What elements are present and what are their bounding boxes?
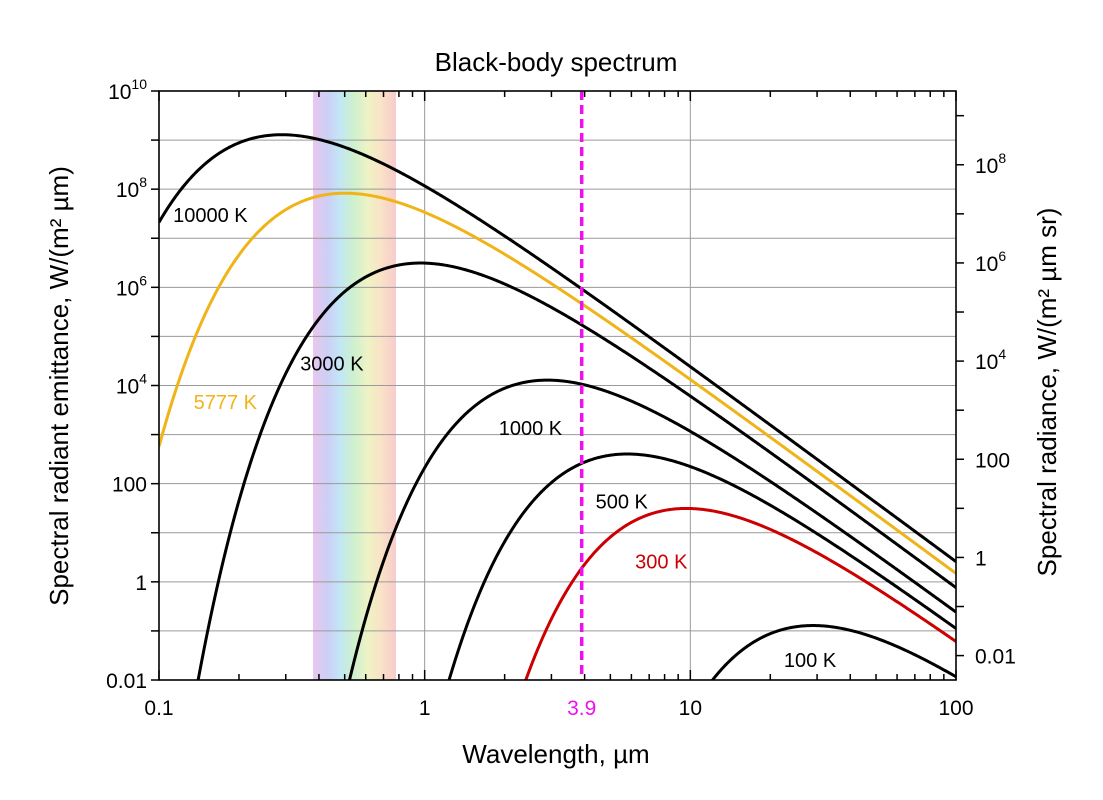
y-tick-label: 1010 (108, 76, 147, 104)
curve-label-100k: 100 K (784, 650, 837, 672)
curve-label-3000k: 3000 K (300, 354, 364, 376)
curve-label-10000k: 10000 K (173, 205, 248, 227)
y-tick-label: 100 (112, 474, 147, 497)
curve-3000k (196, 261, 956, 680)
y-tick-label: 1 (135, 572, 147, 595)
y2-axis-title: Spectral radiance, W/(m² µm sr) (1032, 208, 1062, 577)
curve-5777k (159, 191, 956, 575)
y-tick-label: 106 (116, 272, 147, 300)
spectrum-curves (159, 133, 956, 680)
axis-ticks (151, 90, 964, 681)
curve-1000k (347, 378, 956, 680)
curve-10000k (159, 133, 956, 563)
y-tick-label: 108 (116, 174, 147, 202)
y2-tick-label: 104 (975, 346, 1006, 374)
y2-tick-label: 100 (975, 449, 1010, 472)
y-tick-label: 0.01 (106, 670, 147, 693)
y-axis-title: Spectral radiant emittance, W/(m² µm) (44, 166, 74, 606)
x-axis-title: Wavelength, µm (462, 739, 649, 769)
axis-tick-labels: 0.1 1 10 100 0.01 1 100 104 106 108 1010 0.01 1 100 10… (106, 76, 1016, 720)
x-tick-label: 1 (419, 697, 431, 720)
x-tick-label: 100 (938, 697, 973, 720)
y-tick-label: 104 (116, 371, 147, 399)
wavelength-marker-group: 3.9 (567, 91, 596, 720)
y2-tick-label: 108 (975, 150, 1006, 178)
curve-label-1000k: 1000 K (499, 418, 563, 440)
y2-tick-label: 1 (975, 547, 987, 570)
curve-500k (447, 452, 956, 680)
y2-tick-label: 0.01 (975, 646, 1016, 669)
curve-300k (524, 506, 956, 680)
curve-labels: 10000 K 5777 K 3000 K 1000 K 500 K 300 K 100 K (173, 205, 837, 672)
x-tick-label: 0.1 (144, 697, 173, 720)
chart-title: Black-body spectrum (435, 47, 678, 77)
wavelength-marker-label: 3.9 (567, 697, 596, 720)
curve-100k (710, 624, 956, 680)
curve-label-300k: 300 K (635, 551, 688, 573)
x-tick-label: 10 (679, 697, 702, 720)
y2-tick-label: 106 (975, 248, 1006, 276)
curve-label-500k: 500 K (596, 491, 649, 513)
curve-label-5777k: 5777 K (194, 392, 258, 414)
